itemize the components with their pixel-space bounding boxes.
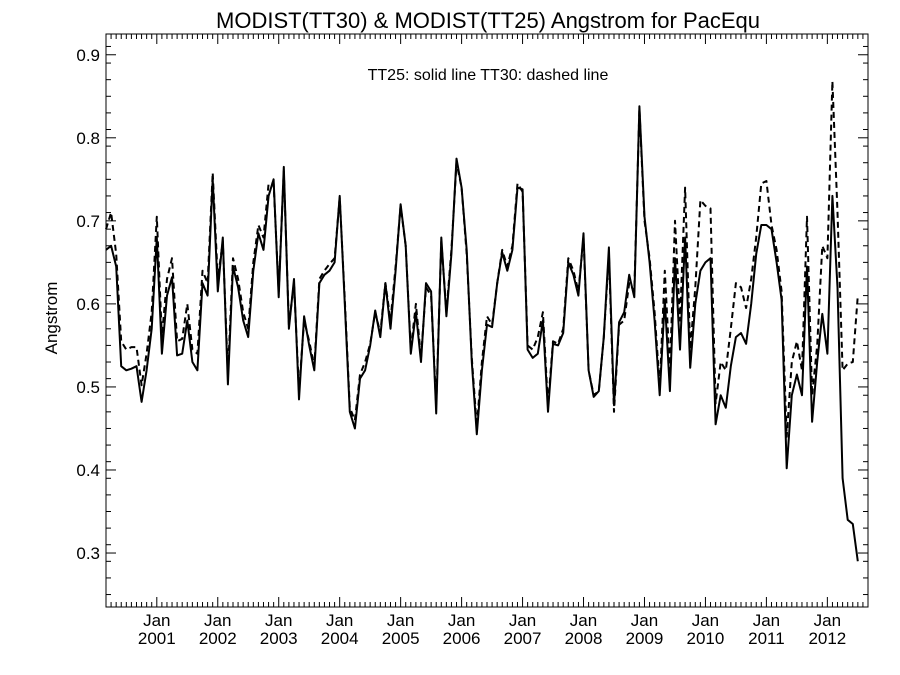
x-tick-year-label: 2002	[199, 629, 237, 648]
series-line-tt30	[105, 80, 859, 438]
legend-annotation: TT25: solid line TT30: dashed line	[368, 67, 609, 84]
x-tick-month-label: Jan	[265, 611, 292, 630]
x-tick-month-label: Jan	[753, 611, 780, 630]
x-tick-month-label: Jan	[387, 611, 414, 630]
y-tick-label: 0.7	[76, 212, 100, 231]
x-tick-month-label: Jan	[448, 611, 475, 630]
x-tick-month-label: Jan	[204, 611, 231, 630]
x-tick-year-label: 2005	[382, 629, 420, 648]
y-tick-label: 0.9	[76, 46, 100, 65]
x-tick-year-label: 2010	[687, 629, 725, 648]
series-group	[105, 80, 859, 562]
series-line-tt25	[105, 105, 859, 562]
x-tick-month-label: Jan	[570, 611, 597, 630]
x-tick-month-label: Jan	[814, 611, 841, 630]
y-tick-label: 0.6	[76, 295, 100, 314]
x-tick-month-label: Jan	[631, 611, 658, 630]
x-tick-year-label: 2007	[504, 629, 542, 648]
x-tick-year-label: 2003	[260, 629, 298, 648]
x-tick-year-label: 2011	[748, 629, 785, 648]
x-tick-month-label: Jan	[326, 611, 353, 630]
x-tick-year-label: 2009	[626, 629, 664, 648]
y-tick-label: 0.5	[76, 378, 100, 397]
y-axis-label: Angstrom	[42, 282, 61, 355]
y-tick-label: 0.4	[76, 461, 100, 480]
y-tick-label: 0.8	[76, 129, 100, 148]
x-tick-year-label: 2012	[808, 629, 846, 648]
x-tick-month-label: Jan	[509, 611, 536, 630]
x-axis: Jan2001Jan2002Jan2003Jan2004Jan2005Jan20…	[105, 34, 869, 648]
chart-title: MODIST(TT30) & MODIST(TT25) Angstrom for…	[216, 8, 760, 33]
x-tick-month-label: Jan	[143, 611, 170, 630]
x-tick-month-label: Jan	[692, 611, 719, 630]
x-tick-year-label: 2006	[443, 629, 481, 648]
x-tick-year-label: 2004	[321, 629, 359, 648]
y-tick-label: 0.3	[76, 544, 100, 563]
y-axis: 0.3 0.4 0.5 0.6 0.7 0.8 0.9	[76, 46, 868, 596]
x-tick-year-label: 2008	[565, 629, 603, 648]
x-tick-year-label: 2001	[138, 629, 176, 648]
